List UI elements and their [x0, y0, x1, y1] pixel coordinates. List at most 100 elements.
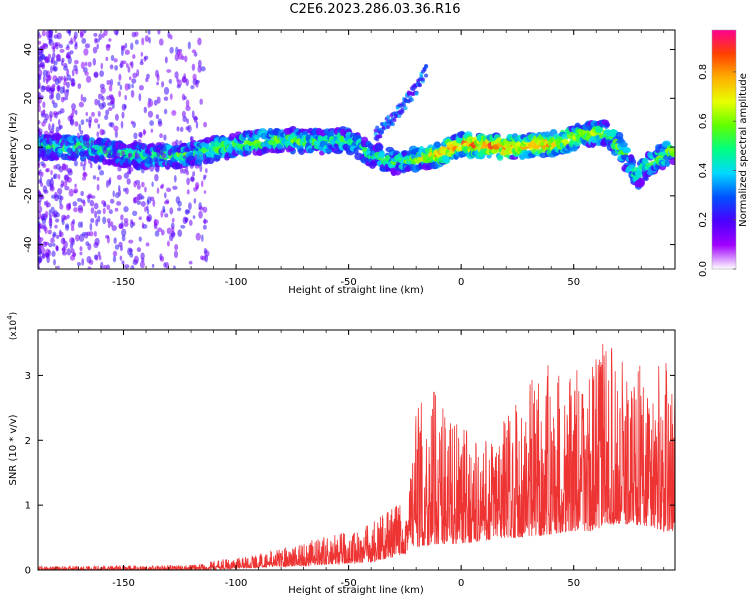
heatmap-noise-cell	[74, 183, 77, 188]
heatmap-noise-cell	[169, 93, 173, 101]
heatmap-noise-cell	[156, 81, 159, 86]
heatmap-noise-cell	[54, 78, 60, 86]
heatmap-noise-cell	[187, 41, 191, 50]
heatmap-noise-cell	[67, 167, 73, 174]
heatmap-noise-cell	[92, 175, 97, 180]
heatmap-noise-cell	[41, 253, 46, 260]
heatmap-noise-cell	[185, 99, 190, 108]
heatmap-noise-cell	[105, 109, 110, 116]
heatmap-noise-cell	[165, 199, 170, 204]
heatmap-noise-cell	[80, 61, 85, 70]
heatmap-noise-cell	[38, 200, 41, 207]
heatmap-noise-cell	[85, 75, 92, 83]
heatmap-noise-cell	[166, 163, 170, 168]
heatmap-noise-cell	[52, 64, 56, 70]
snr-panel: -150 -100 -50 0 50 0 1 2 3 Height of straight li…	[6, 312, 676, 596]
heatmap-noise-cell	[141, 37, 145, 46]
colorbar-tick-label: 0.6	[698, 113, 709, 129]
heatmap-noise-cell	[63, 81, 68, 86]
heatmap-noise-cell	[168, 78, 173, 84]
heatmap-noise-cell	[108, 38, 112, 42]
heatmap-noise-cell	[114, 140, 119, 149]
heatmap-noise-cell	[161, 145, 165, 151]
heatmap-noise-cell	[85, 142, 91, 149]
heatmap-branch-cell	[409, 97, 414, 102]
heatmap-noise-cell	[186, 177, 191, 186]
heatmap-noise-cell	[185, 105, 191, 112]
heatmap-cell	[374, 143, 384, 151]
heatmap-noise-cell	[153, 99, 158, 106]
heatmap-noise-cell	[49, 94, 53, 100]
heatmap-noise-cell	[113, 125, 119, 132]
heatmap-noise-cell	[80, 161, 83, 167]
heatmap-noise-cell	[169, 233, 174, 242]
heatmap-noise-cell	[50, 155, 54, 161]
heatmap-noise-cell	[90, 217, 95, 224]
heatmap-branch-cell	[392, 117, 397, 122]
heatmap-noise-cell	[119, 84, 123, 91]
heatmap-noise-cell	[140, 58, 144, 63]
heatmap-noise-cell	[89, 222, 93, 231]
heatmap-noise-cell	[90, 207, 95, 214]
heatmap-noise-cell	[138, 93, 142, 102]
heatmap-cell	[618, 141, 628, 148]
heatmap-noise-cell	[203, 176, 206, 181]
heatmap-noise-cell	[109, 221, 114, 227]
heatmap-noise-cell	[48, 34, 53, 42]
heatmap-noise-cell	[144, 35, 150, 42]
heatmap-noise-cell	[132, 221, 136, 227]
heatmap-noise-cell	[79, 30, 85, 37]
heatmap-noise-cell	[124, 264, 130, 269]
heatmap-noise-cell	[156, 187, 160, 194]
heatmap-noise-cell	[138, 236, 142, 242]
heatmap-noise-cell	[123, 218, 129, 223]
heatmap-noise-cell	[86, 255, 92, 264]
heatmap-noise-cell	[99, 170, 105, 176]
x-tick-label: 50	[567, 578, 580, 589]
heatmap-noise-cell	[163, 134, 167, 141]
heatmap-noise-cell	[86, 138, 90, 145]
heatmap-noise-cell	[69, 50, 74, 55]
heatmap-noise-cell	[107, 221, 111, 229]
heatmap-noise-cell	[193, 198, 197, 204]
heatmap-noise-cell	[178, 139, 183, 147]
heatmap-noise-cell	[69, 118, 75, 126]
heatmap-noise-cell	[140, 167, 145, 174]
heatmap-noise-cell	[120, 60, 124, 68]
heatmap-noise-cell	[82, 200, 86, 207]
heatmap-cell	[595, 125, 603, 134]
heatmap-noise-cell	[140, 252, 145, 260]
heatmap-noise-cell	[41, 30, 46, 37]
heatmap-noise-cell	[85, 118, 89, 123]
heatmap-noise-cell	[133, 132, 138, 140]
heatmap-noise-cell	[104, 114, 109, 120]
heatmap-noise-cell	[49, 222, 52, 229]
heatmap-noise-cell	[108, 107, 113, 111]
heatmap-noise-cell	[162, 205, 166, 213]
heatmap-noise-cell	[161, 183, 165, 189]
heatmap-noise-cell	[98, 255, 102, 261]
heatmap-noise-cell	[86, 194, 92, 199]
heatmap-noise-cell	[105, 234, 110, 239]
heatmap-noise-cell	[74, 59, 79, 65]
heatmap-noise-cell	[184, 55, 188, 63]
heatmap-noise-cell	[65, 203, 71, 211]
heatmap-noise-cell	[42, 109, 46, 114]
heatmap-noise-cell	[53, 112, 57, 118]
heatmap-noise-cell	[188, 219, 193, 226]
heatmap-noise-cell	[117, 81, 121, 86]
heatmap-noise-cell	[71, 69, 75, 77]
heatmap-noise-cell	[59, 197, 62, 206]
heatmap-noise-cell	[74, 43, 78, 50]
heatmap-noise-cell	[173, 175, 177, 183]
heatmap-noise-cell	[47, 229, 52, 235]
heatmap-noise-cell	[79, 130, 84, 135]
heatmap-noise-cell	[141, 222, 145, 229]
heatmap-noise-cell	[151, 142, 155, 148]
heatmap-noise-cell	[83, 48, 89, 56]
heatmap-noise-cell	[38, 223, 44, 228]
heatmap-noise-cell	[106, 218, 111, 224]
spectrogram-x-axis-label: Height of straight line (km)	[288, 285, 424, 296]
heatmap-noise-cell	[200, 180, 204, 188]
heatmap-noise-cell	[190, 85, 195, 90]
